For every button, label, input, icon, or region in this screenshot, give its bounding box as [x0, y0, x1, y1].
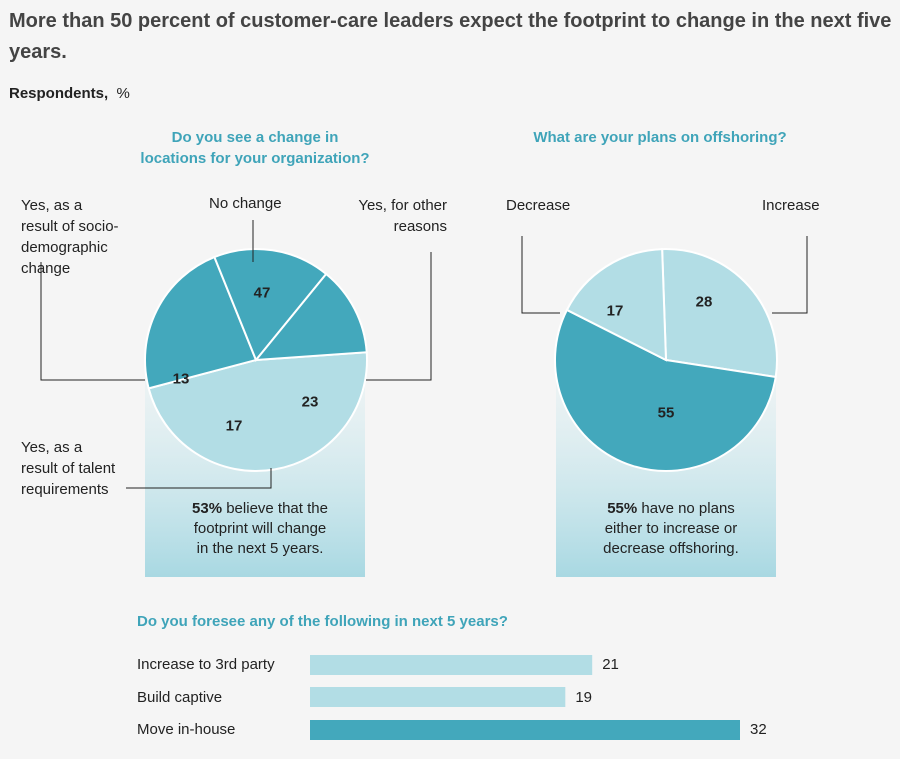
pie1-note-text1: believe that the: [226, 500, 328, 517]
pie2-note: 55% have no plans either to increase or …: [556, 499, 786, 559]
label-socio-line3: demographic: [21, 239, 108, 256]
pie1-question-line2: locations for your organization?: [140, 150, 370, 167]
label-socio-line4: change: [21, 260, 71, 277]
pie1-note: 53% believe that the footprint will chan…: [145, 499, 375, 559]
label-talent-line2: result of talent: [21, 460, 116, 477]
label-socio-demographic: Yes, as a result of socio- demographic c…: [21, 195, 119, 279]
label-no-change: No change: [209, 195, 282, 212]
leader-line-talent: [126, 468, 272, 489]
bar-1: [310, 687, 566, 707]
pie1-slice-0: [147, 351, 368, 472]
bar-label-in-house: Move in-house: [137, 721, 236, 738]
bar-2: [310, 720, 740, 740]
pie1-slice-1: [144, 255, 258, 390]
pie2-value-no-plans: 55: [657, 404, 675, 422]
pie2-note-line1: 55% have no plans: [556, 499, 786, 519]
label-socio-line1: Yes, as a: [21, 197, 83, 214]
pie1-value-no-change: 47: [253, 284, 271, 302]
pie-chart-locations: [144, 248, 368, 472]
bar-chart-question: Do you foresee any of the following in n…: [137, 613, 508, 630]
bar-value-3rd-party: 21: [602, 656, 619, 673]
bar-value-in-house: 32: [750, 721, 767, 738]
pie2-note-line3: decrease offshoring.: [603, 540, 739, 557]
leader-line-increase: [772, 236, 808, 314]
leader-line-decrease: [521, 236, 560, 314]
bar-chart-foresee: [310, 655, 740, 740]
label-decrease: Decrease: [506, 197, 571, 214]
label-talent: Yes, as a result of talent requirements: [21, 437, 115, 500]
subtitle-unit: %: [116, 85, 130, 102]
pie2-note-text1: have no plans: [641, 500, 735, 517]
pie1-note-line3: in the next 5 years.: [196, 540, 324, 557]
pie2-value-decrease: 17: [606, 302, 624, 320]
pie1-question-line1: Do you see a change in: [171, 129, 339, 146]
pie2-slice-0: [661, 248, 778, 379]
chart-subtitle: Respondents, %: [9, 85, 130, 102]
bar-value-captive: 19: [575, 689, 592, 706]
label-socio-line2: result of socio-: [21, 218, 119, 235]
pie1-note-line2: footprint will change: [193, 520, 327, 537]
pie1-note-line1: 53% believe that the: [145, 499, 375, 519]
label-talent-line3: requirements: [21, 481, 109, 498]
leader-line-socio: [40, 262, 145, 381]
pie2-question: What are your plans on offshoring?: [533, 129, 787, 146]
subtitle-label: Respondents,: [9, 85, 109, 102]
leader-line-other: [366, 252, 432, 381]
label-increase: Increase: [762, 197, 820, 214]
pie1-slice-3: [253, 272, 368, 362]
bar-label-captive: Build captive: [137, 689, 223, 706]
bar-0: [310, 655, 593, 675]
pie1-value-other: 23: [301, 393, 319, 411]
label-other-line2: reasons: [393, 218, 447, 235]
label-other-reasons: Yes, for other reasons: [332, 195, 447, 237]
pie1-slice-2: [213, 248, 328, 362]
pie1-value-talent: 17: [225, 417, 243, 435]
chart-title: More than 50 percent of customer-care le…: [9, 10, 892, 63]
pie2-note-bold: 55%: [607, 500, 638, 517]
pie1-note-bold: 53%: [192, 500, 223, 517]
pie2-value-increase: 28: [695, 293, 713, 311]
pie2-slice-2: [565, 248, 668, 362]
pie2-slice-1: [554, 308, 777, 473]
label-talent-line1: Yes, as a: [21, 439, 83, 456]
pie1-question: Do you see a change in locations for you…: [100, 127, 410, 169]
label-other-line1: Yes, for other: [358, 197, 447, 214]
pie2-note-line2: either to increase or: [604, 520, 738, 537]
pie1-value-socio: 13: [172, 370, 190, 388]
bar-label-3rd-party: Increase to 3rd party: [137, 656, 275, 673]
pie-chart-offshoring: [554, 248, 778, 473]
